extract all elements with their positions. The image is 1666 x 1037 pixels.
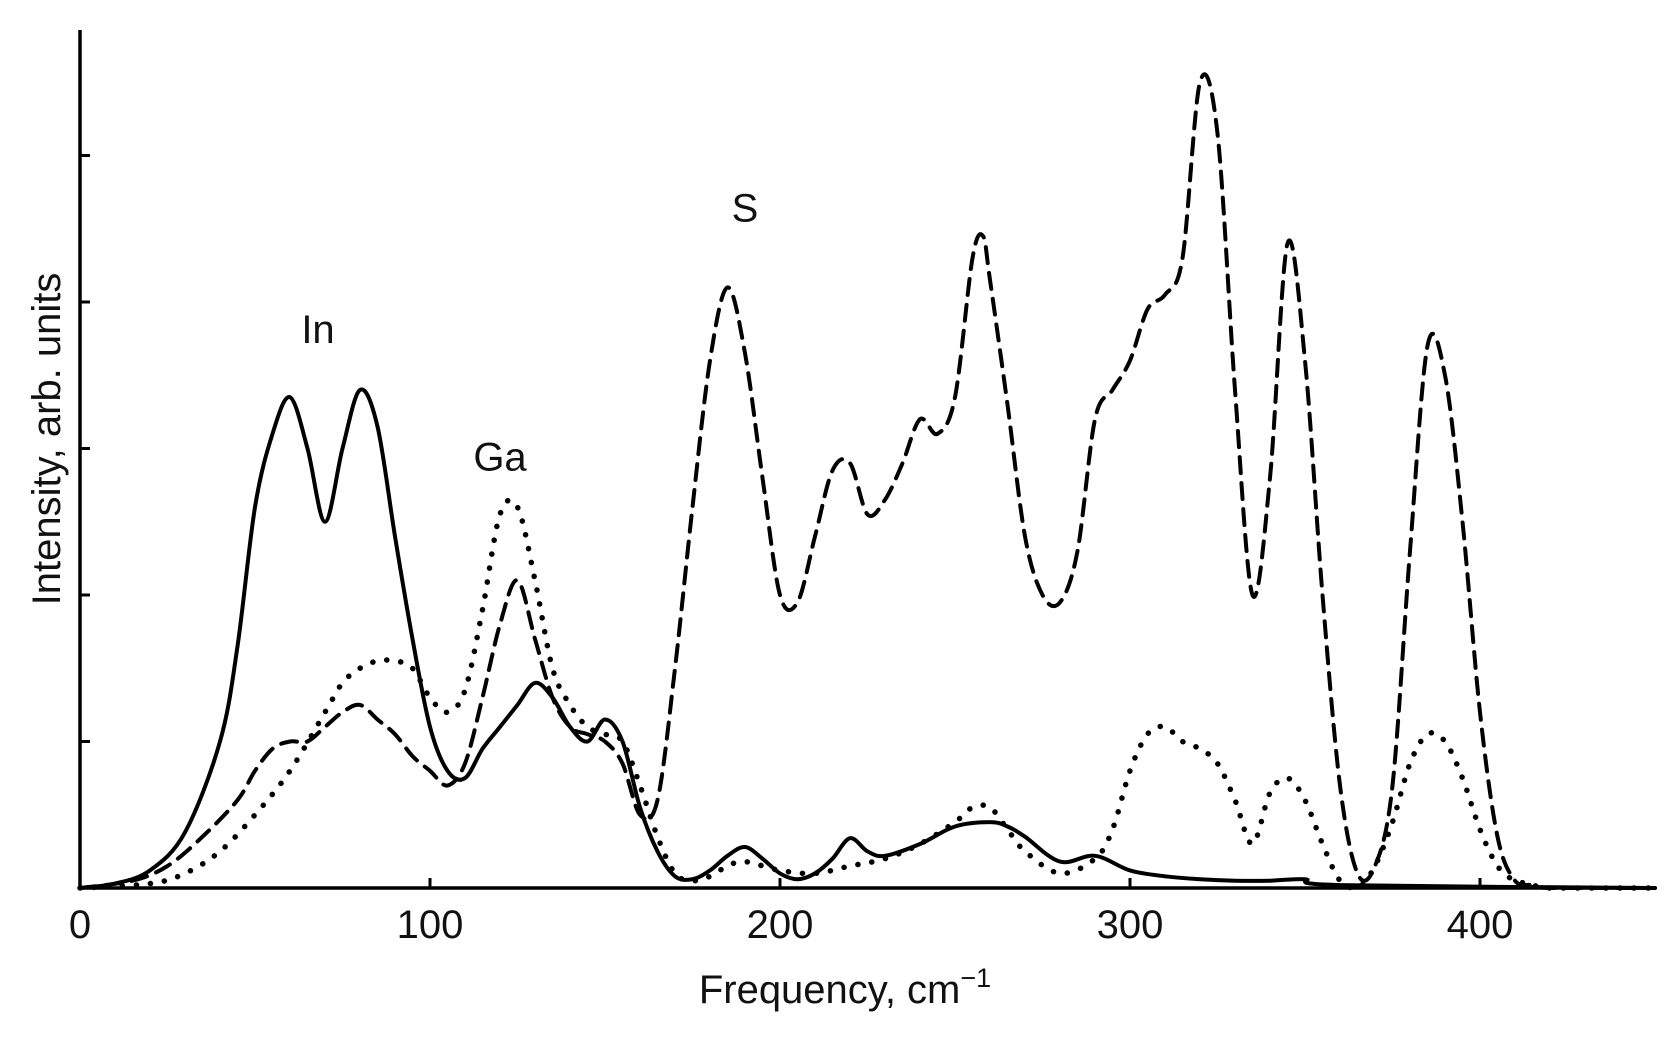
y-axis-title: Intensity, arb. units — [25, 273, 69, 606]
x-axis-title: Frequency, cm−1 — [699, 963, 991, 1012]
annotation-ga: Ga — [473, 435, 527, 479]
x-tick-label: 200 — [747, 903, 814, 947]
series-dotted-line — [77, 497, 1658, 891]
x-axis-title-superscript: −1 — [960, 963, 991, 993]
annotation-layer: In Ga S — [301, 186, 758, 479]
annotation-in: In — [301, 308, 334, 352]
x-tick-label: 400 — [1447, 903, 1514, 947]
x-axis-title-text: Frequency, cm — [699, 968, 961, 1012]
series-layer — [77, 72, 1658, 891]
series-dashed-line — [78, 72, 1657, 891]
x-tick-label: 300 — [1097, 903, 1164, 947]
annotation-s: S — [732, 186, 759, 230]
series-solid-line — [78, 387, 1657, 890]
x-tick-label: 0 — [69, 903, 91, 947]
x-tick-label: 100 — [397, 903, 464, 947]
